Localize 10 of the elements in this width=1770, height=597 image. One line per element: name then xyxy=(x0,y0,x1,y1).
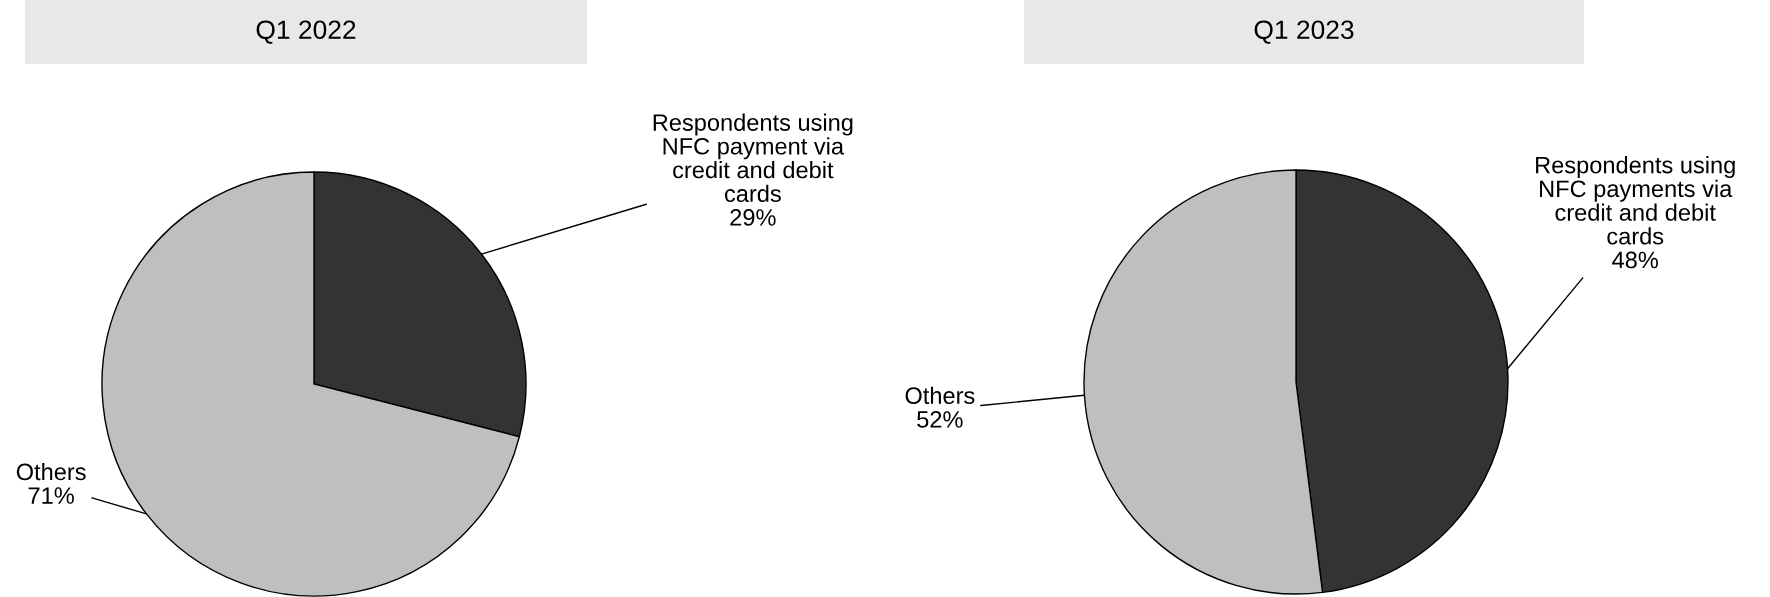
data-label: 71% xyxy=(28,487,74,504)
data-label: 29% xyxy=(730,209,776,226)
chart-title: Q1 2022 xyxy=(256,20,356,44)
slice-label: Others xyxy=(16,462,86,481)
slice-label: Respondents using NFC payment via credit and debit cards xyxy=(653,113,853,203)
data-label: 48% xyxy=(1612,251,1658,269)
slice-label: Others xyxy=(905,386,975,405)
slice-label: Respondents using NFC payments via credit and debit cards xyxy=(1536,156,1735,245)
chart-title: Q1 2023 xyxy=(1254,20,1354,44)
data-label: 52% xyxy=(917,411,963,428)
